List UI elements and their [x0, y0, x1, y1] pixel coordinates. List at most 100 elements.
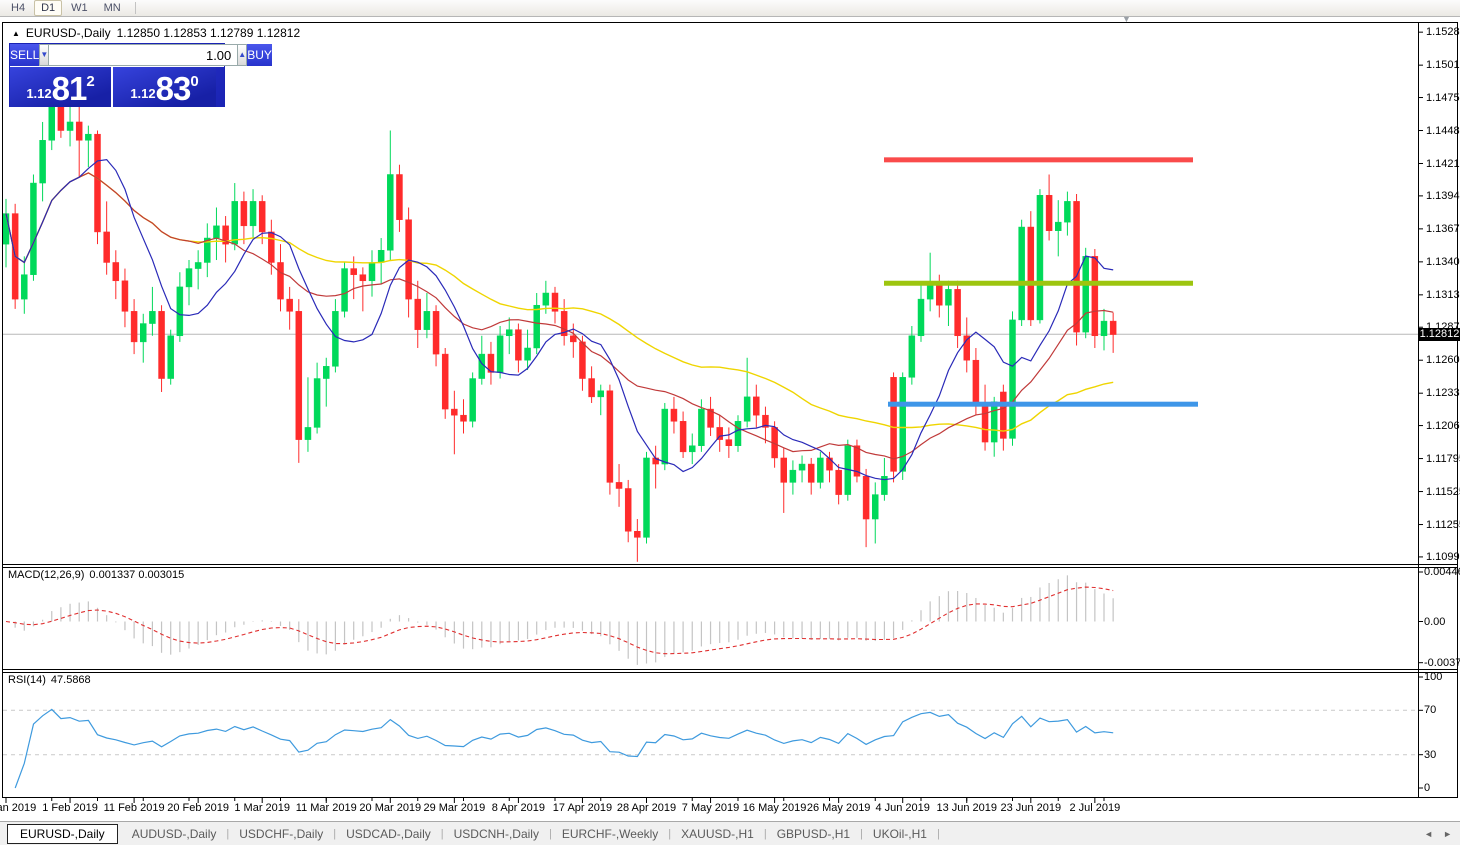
candle-body [295, 311, 303, 440]
candle-body [21, 274, 28, 300]
candle-body [1000, 391, 1007, 439]
chart-tab-9[interactable]: UKOil-,H1 [872, 826, 927, 841]
buy-button[interactable]: BUY [247, 44, 272, 66]
tab-separator: | [226, 827, 230, 840]
chart-tab-8[interactable]: GBPUSD-,H1 [776, 826, 851, 841]
candle-body [570, 335, 577, 343]
ma-fast-blue [5, 158, 1114, 481]
price-scale-tick: 1.13945 [1426, 189, 1460, 202]
volume-increase-button[interactable]: ▲ [237, 44, 248, 66]
candle-body [551, 292, 559, 312]
bid-prefix: 1.12 [26, 86, 52, 101]
date-axis-label: 16 May 2019 [742, 802, 807, 814]
candle-body [789, 469, 797, 483]
volume-input[interactable] [49, 44, 238, 66]
timeframe-button-d1[interactable]: D1 [34, 0, 63, 16]
bid-price-panel[interactable]: 1.12 81 2 [10, 67, 113, 107]
candle-body [66, 121, 74, 131]
candle-body [835, 469, 842, 495]
expand-ohlc-icon[interactable]: ▲ [12, 28, 20, 38]
candle-body [496, 335, 504, 373]
toolbar-separator [134, 2, 136, 14]
candle-body [963, 335, 970, 361]
tab-separator: | [440, 827, 444, 840]
candle-body [2, 213, 10, 245]
candle-body [1064, 201, 1071, 223]
candle-body [579, 341, 586, 379]
date-axis-label: 2 Jul 2019 [1069, 802, 1121, 814]
candle-body [990, 401, 998, 443]
ask-price-panel[interactable]: 1.12 83 0 [113, 67, 216, 107]
tab-separator: | [668, 827, 672, 840]
candle-body [94, 133, 101, 233]
chart-tab-3[interactable]: USDCHF-,Daily [239, 826, 324, 841]
bid-pipette: 2 [86, 73, 95, 90]
chart-shift-marker-icon[interactable]: ▼ [1122, 14, 1131, 24]
candle-body [460, 414, 467, 422]
candle-body [743, 396, 751, 422]
macd-pane-label: MACD(12,26,9) 0.001337 0.003015 [8, 569, 184, 581]
chart-tab-5[interactable]: USDCNH-,Daily [453, 826, 539, 841]
candle-body [204, 237, 211, 263]
candle-body [734, 421, 742, 446]
candle-body [780, 457, 787, 483]
tab-separator: | [333, 827, 337, 840]
candle-body [387, 174, 394, 251]
macd-scale-tick: -0.003715 [1424, 656, 1460, 669]
chart-title: ▲ EURUSD-,Daily 1.12850 1.12853 1.12789 … [12, 26, 300, 40]
price-scale-tick: 1.12065 [1426, 419, 1460, 432]
candle-body [872, 494, 879, 520]
candle-body [817, 457, 824, 483]
candle-body [350, 268, 357, 275]
candle-body [377, 249, 385, 263]
sell-button[interactable]: SELL [10, 44, 40, 66]
candle-body [853, 445, 861, 477]
chart-tab-7[interactable]: XAUUSD-,H1 [681, 826, 754, 841]
candle-body [149, 311, 156, 324]
date-axis-label: 20 Feb 2019 [167, 802, 230, 814]
date-axis-label: 28 Apr 2019 [616, 802, 677, 814]
chart-tab-6[interactable]: EURCHF-,Weekly [561, 826, 659, 841]
candle-body [634, 531, 641, 538]
ask-pipette: 0 [190, 73, 199, 90]
candle-body [972, 359, 980, 404]
candle-body [1009, 319, 1016, 439]
chart-tab-4[interactable]: USDCAD-,Daily [346, 826, 431, 841]
timeframe-button-mn[interactable]: MN [103, 2, 121, 14]
candle-body [560, 311, 568, 337]
macd-indicator-name: MACD(12,26,9) [8, 569, 85, 581]
candle-body [679, 421, 687, 453]
candle-body [332, 311, 339, 367]
chart-tab-2[interactable]: AUDUSD-,Daily [131, 826, 217, 841]
timeframe-button-h4[interactable]: H4 [11, 2, 26, 14]
price-scale-tick: 1.13675 [1426, 222, 1460, 235]
candle-body [1082, 256, 1089, 333]
volume-decrease-button[interactable]: ▼ [39, 44, 50, 66]
candle-body [762, 414, 769, 428]
chart-tab-1[interactable]: EURUSD-,Daily [7, 823, 118, 844]
date-axis-label: 1 Mar 2019 [234, 802, 291, 814]
date-axis-label: 8 Apr 2019 [491, 802, 545, 814]
price-scale-tick: 1.14480 [1426, 124, 1460, 137]
candle-body [670, 408, 678, 422]
candle-body [222, 225, 229, 245]
resistance-olive-line [884, 280, 1193, 286]
timeframe-buttons: H4 D1 W1 MN [4, 0, 130, 16]
candle-body [588, 378, 595, 398]
candle-body [753, 396, 760, 416]
tabs-scroll-right-icon[interactable]: ► [1443, 829, 1452, 839]
candle-body [798, 463, 806, 471]
candle-body [689, 445, 696, 453]
candle-body [414, 298, 421, 330]
candle-body [936, 284, 943, 306]
candle-body [103, 231, 110, 263]
candle-body [268, 231, 275, 263]
candle-body [1045, 195, 1053, 231]
tabs-scroll-left-icon[interactable]: ◄ [1424, 829, 1434, 839]
timeframe-button-w1[interactable]: W1 [71, 2, 88, 14]
candle-body [643, 457, 650, 538]
rsi-scale-tick: 70 [1424, 704, 1437, 717]
